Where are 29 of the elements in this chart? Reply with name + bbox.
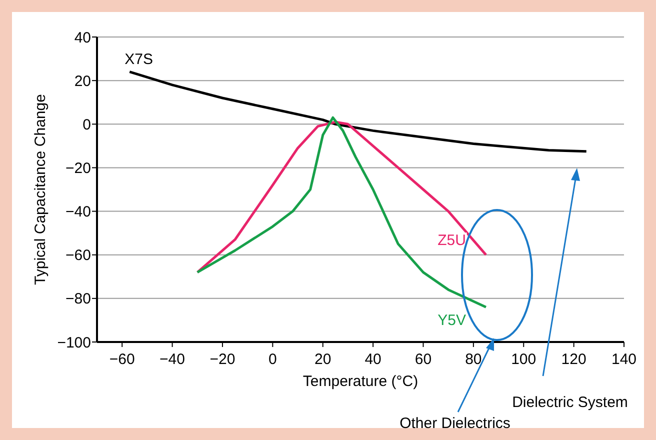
y-tick-label: 40 bbox=[74, 29, 91, 46]
y-tick-label: −40 bbox=[66, 204, 91, 221]
x-tick-label: 20 bbox=[314, 351, 332, 368]
x-tick-label: 80 bbox=[465, 351, 482, 368]
y-tick-label: 0 bbox=[82, 116, 91, 134]
series-label: Z5U bbox=[438, 232, 466, 249]
x-tick-label: 140 bbox=[611, 351, 637, 368]
y-tick-label: −60 bbox=[66, 247, 91, 264]
x-axis-title: Temperature (°C) bbox=[302, 373, 418, 390]
line-series bbox=[128, 70, 588, 153]
y-axis-title: Typical Capacitance Change bbox=[32, 94, 49, 285]
x-tick-label: 60 bbox=[414, 351, 432, 368]
line-series bbox=[196, 120, 488, 274]
series-label: X7S bbox=[124, 50, 153, 68]
line-series bbox=[196, 116, 488, 308]
x-tick-label: 120 bbox=[561, 351, 586, 368]
x-tick-label: −20 bbox=[210, 351, 236, 368]
series-label: Y5V bbox=[438, 312, 466, 330]
text: Other Dielectrics bbox=[400, 415, 510, 432]
x-tick-label: −60 bbox=[109, 351, 135, 368]
y-tick-label: −20 bbox=[66, 160, 91, 177]
x-tick-label: 0 bbox=[268, 351, 277, 368]
text: Dielectric System bbox=[512, 394, 628, 411]
y-tick-label: −80 bbox=[66, 290, 91, 308]
y-tick-label: 20 bbox=[74, 72, 91, 90]
x-tick-label: 40 bbox=[364, 351, 382, 368]
y-tick-label: −100 bbox=[57, 334, 91, 352]
x-tick-label: 100 bbox=[511, 351, 536, 368]
x-tick-label: −40 bbox=[160, 351, 186, 368]
